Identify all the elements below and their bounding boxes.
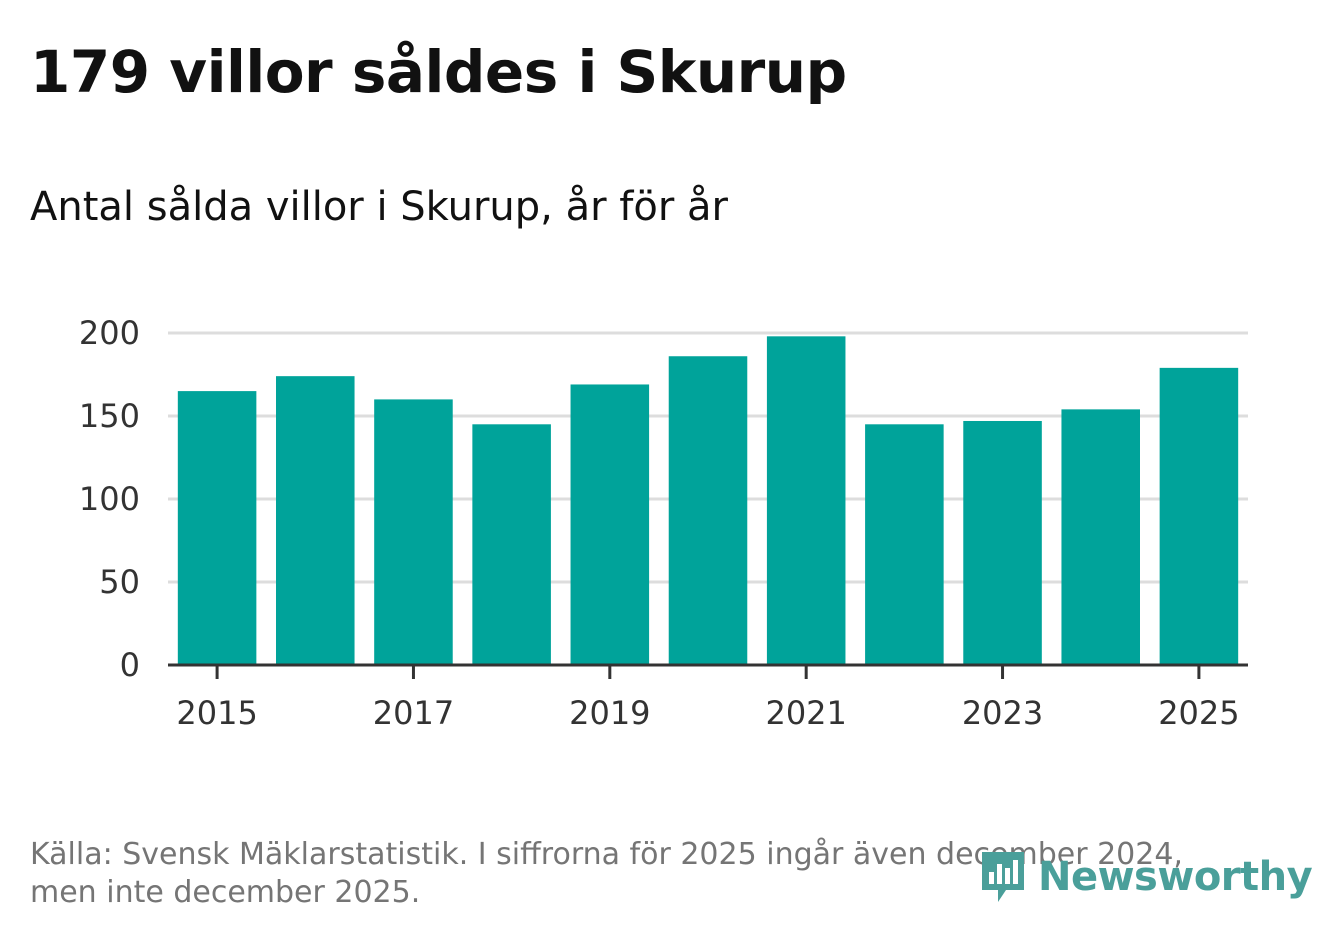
brand-name: Newsworthy <box>1038 854 1313 900</box>
x-tick-label-2017: 2017 <box>373 694 454 732</box>
bar-2023 <box>963 420 1042 665</box>
bar-2021 <box>766 336 846 665</box>
y-tick-label-100: 100 <box>79 480 140 518</box>
x-tick-label-2015: 2015 <box>176 694 257 732</box>
bar-2016 <box>276 376 355 665</box>
source-line-2: men inte december 2025. <box>30 875 421 910</box>
x-tick-label-2019: 2019 <box>569 694 650 732</box>
bar-2015 <box>177 391 257 665</box>
y-tick-label-50: 50 <box>99 563 140 601</box>
y-tick-label-150: 150 <box>79 397 140 435</box>
bar-2019 <box>570 384 650 665</box>
bar-2017 <box>374 399 453 665</box>
x-tick-label-2025: 2025 <box>1158 694 1239 732</box>
bar-2022 <box>865 424 944 665</box>
chart-subtitle: Antal sålda villor i Skurup, år för år <box>30 184 728 230</box>
bar-2025 <box>1159 367 1239 665</box>
y-tick-label-0: 0 <box>120 646 140 684</box>
bar-chart: 0 50 100 150 200 2015 2017 2019 2021 2023 2025 <box>79 314 1248 732</box>
y-tick-label-200: 200 <box>79 314 140 352</box>
bar-2024 <box>1061 409 1140 665</box>
newsworthy-logo-icon <box>982 852 1024 902</box>
x-tick-label-2023: 2023 <box>962 694 1043 732</box>
brand-logo: Newsworthy <box>978 848 1313 906</box>
bar-2020 <box>668 356 748 665</box>
chart-title: 179 villor såldes i Skurup <box>30 38 847 106</box>
x-tick-label-2021: 2021 <box>765 694 846 732</box>
bar-2018 <box>472 424 551 665</box>
